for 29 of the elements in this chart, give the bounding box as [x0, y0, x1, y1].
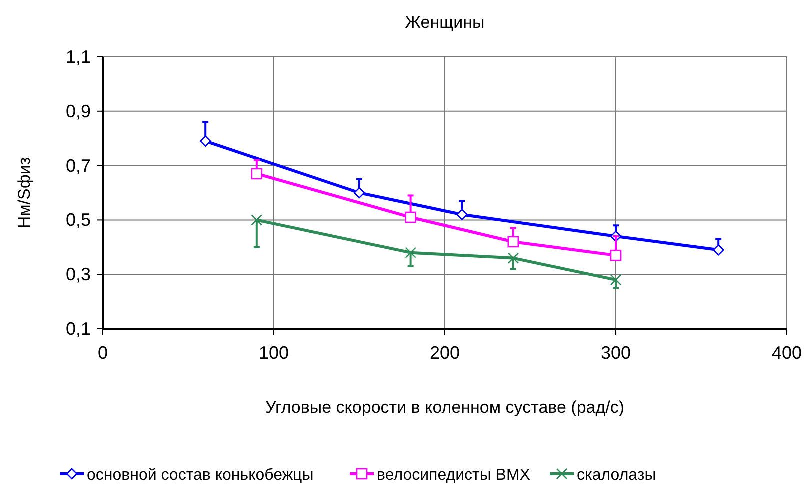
point: [354, 187, 366, 199]
legend-label: основной состав конькобежцы: [87, 467, 314, 484]
x-axis-title: Угловые скорости в коленном суставе (рад/с): [265, 398, 625, 417]
x-tick-label: 100: [258, 343, 290, 363]
legend-label: скалолазы: [577, 467, 656, 484]
point: [251, 214, 263, 226]
y-tick-label: 0,9: [66, 101, 91, 122]
y-tick-label: 0,3: [66, 264, 91, 285]
point: [405, 212, 416, 224]
y-axis-title: Нм/Sфиз: [15, 157, 34, 229]
point: [200, 136, 212, 147]
point: [610, 274, 622, 286]
point: [508, 236, 520, 248]
x-tick-label: 400: [772, 343, 802, 363]
y-tick-label: 0,5: [66, 210, 91, 230]
chart-title: Женщины: [405, 13, 485, 32]
point: [456, 209, 468, 220]
point: [508, 252, 520, 264]
point: [251, 168, 263, 180]
y-tick-label: 0,7: [66, 156, 91, 176]
x-tick-label: 200: [430, 343, 460, 363]
y-tick-label: 0,1: [66, 319, 91, 339]
point: [610, 250, 622, 262]
legend-label: велосипедисты BMX: [377, 467, 531, 484]
point: [712, 244, 724, 256]
x-tick-label: 0: [98, 343, 108, 363]
y-tick-label: 1,1: [66, 47, 91, 67]
point: [405, 247, 416, 258]
x-tick-label: 300: [600, 343, 632, 363]
